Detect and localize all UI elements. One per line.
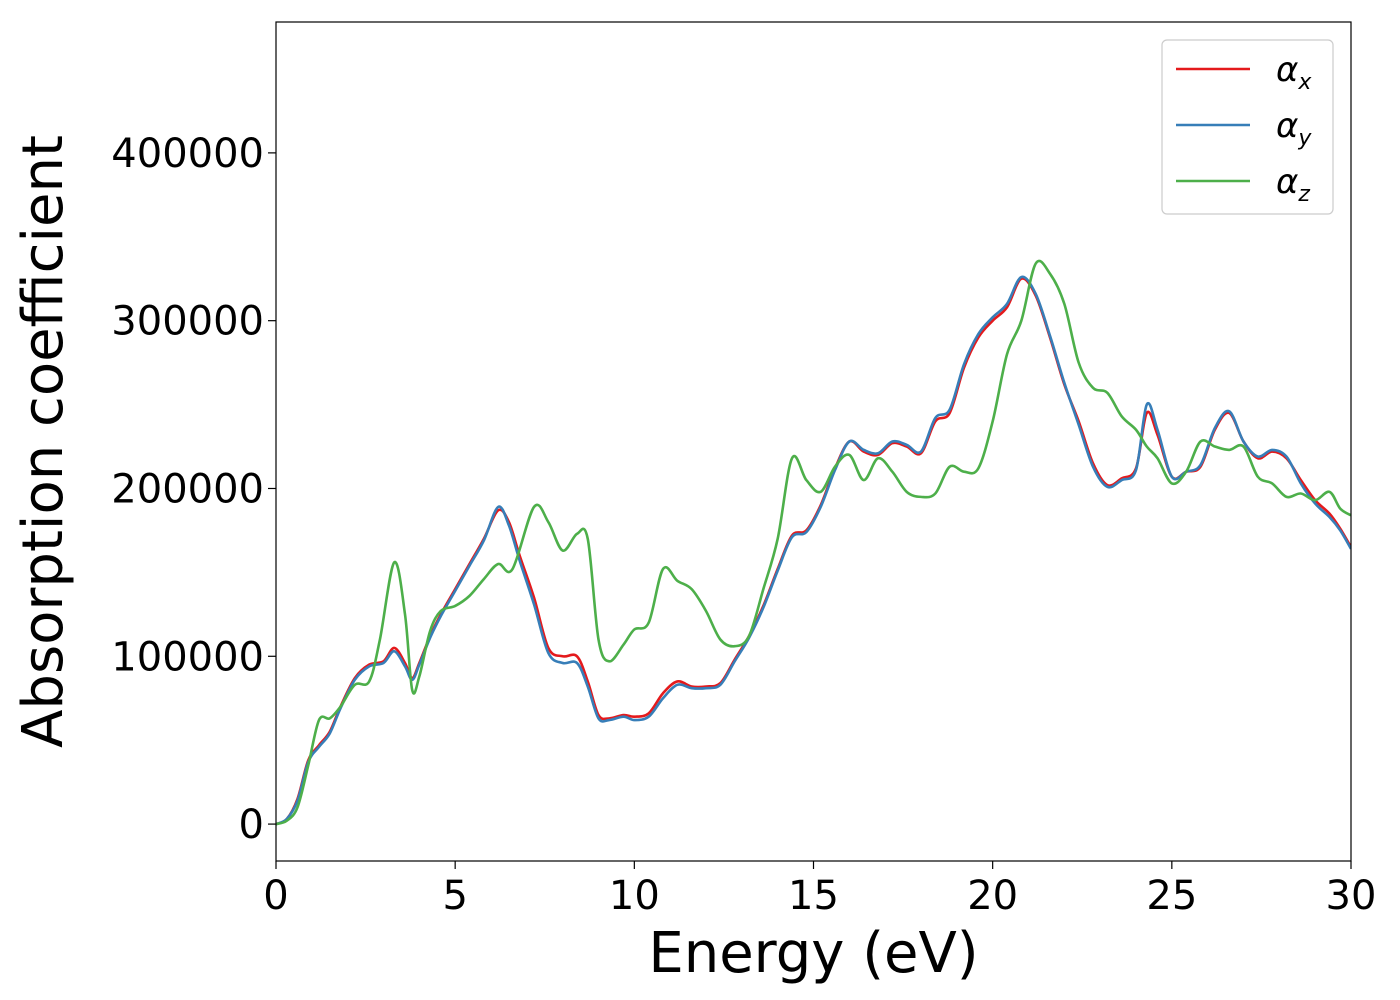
legend-label-y: αy (1276, 106, 1312, 151)
x-tick-label: 0 (263, 873, 288, 919)
y-tick-label: 400000 (111, 131, 264, 177)
legend-box (1161, 39, 1334, 215)
y-axis: 0 100000 200000 300000 400000 (111, 131, 276, 848)
x-axis-title: Energy (eV) (648, 921, 978, 986)
series-line-z (276, 259, 1351, 826)
x-axis: 0 5 10 15 20 25 30 (263, 861, 1376, 919)
legend-label-x: αx (1276, 50, 1312, 95)
y-axis-title: Absorption coefficient (11, 135, 76, 748)
x-tick-label: 30 (1326, 873, 1377, 919)
y-tick-label: 200000 (111, 466, 264, 512)
y-tick-label: 300000 (111, 299, 264, 345)
legend-label-z: αz (1276, 162, 1310, 207)
x-tick-label: 5 (442, 873, 467, 919)
x-tick-label: 25 (1146, 873, 1197, 919)
y-tick-label: 0 (239, 802, 264, 848)
y-tick-label: 100000 (111, 634, 264, 680)
x-tick-label: 10 (609, 873, 660, 919)
legend: αx αy αz (1161, 39, 1334, 215)
x-tick-label: 20 (967, 873, 1018, 919)
series-layer (276, 259, 1351, 826)
x-tick-label: 15 (788, 873, 839, 919)
